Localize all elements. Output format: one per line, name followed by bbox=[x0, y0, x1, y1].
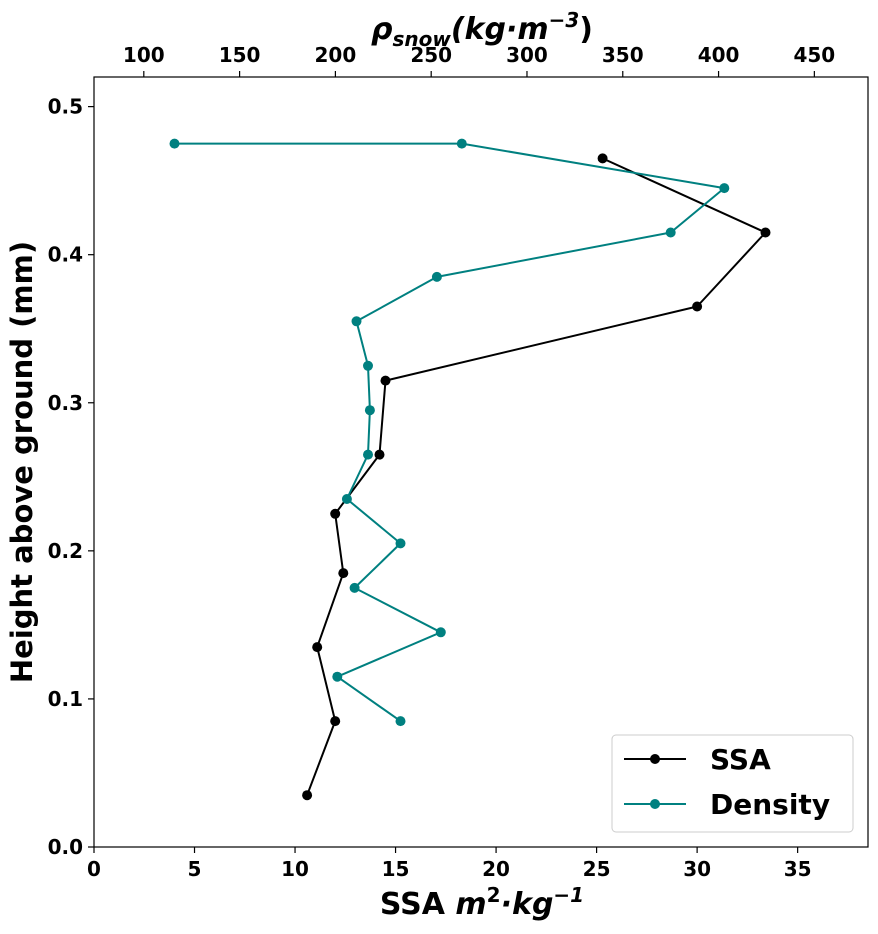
legend: SSA Density bbox=[611, 734, 854, 833]
data-point-density bbox=[341, 494, 352, 504]
y-tick-label: 0.3 bbox=[48, 391, 83, 415]
data-point-density bbox=[719, 183, 730, 194]
data-point-density bbox=[395, 716, 406, 727]
y-tick-label: 0.2 bbox=[48, 539, 83, 563]
x2-tick-label: 150 bbox=[219, 43, 261, 67]
data-point-density bbox=[351, 316, 362, 327]
x2-tick-label: 100 bbox=[123, 43, 165, 67]
y-tick-label: 0.1 bbox=[48, 687, 83, 711]
data-point-density bbox=[665, 227, 676, 238]
x-tick-label: 25 bbox=[583, 857, 611, 881]
y-tick-label: 0.4 bbox=[48, 243, 83, 267]
y-axis-title: Height above ground (mm) bbox=[5, 241, 39, 683]
series-line-ssa bbox=[306, 157, 767, 796]
series-layer bbox=[169, 138, 771, 801]
legend-marker-ssa bbox=[650, 754, 660, 764]
y-tick-label: 0.5 bbox=[48, 95, 83, 119]
data-point-density bbox=[332, 671, 343, 682]
x-axis-title: SSA m2·kg−1 bbox=[380, 883, 584, 922]
x2-tick-label: 450 bbox=[793, 43, 835, 67]
legend-label-ssa: SSA bbox=[710, 743, 771, 776]
x-tick-label: 15 bbox=[382, 857, 410, 881]
data-point-density bbox=[431, 271, 442, 282]
x2-tick-label: 200 bbox=[315, 43, 357, 67]
data-point-density bbox=[395, 538, 406, 549]
bottom-axis-ticks: 0 5 10 15 20 25 30 35 bbox=[87, 847, 812, 881]
x-tick-label: 35 bbox=[784, 857, 812, 881]
data-point-density bbox=[364, 405, 375, 416]
data-point-ssa bbox=[374, 449, 385, 460]
data-point-density bbox=[349, 582, 360, 593]
x2-tick-label: 250 bbox=[410, 43, 452, 67]
data-point-ssa bbox=[597, 153, 608, 164]
y-tick-label: 0.0 bbox=[48, 835, 83, 859]
legend-marker-density bbox=[650, 799, 660, 809]
x-tick-label: 5 bbox=[188, 857, 202, 881]
x2-tick-label: 300 bbox=[506, 43, 548, 67]
x-tick-label: 30 bbox=[683, 857, 711, 881]
data-point-ssa bbox=[760, 227, 771, 238]
legend-label-density: Density bbox=[710, 788, 830, 821]
data-point-ssa bbox=[338, 568, 349, 579]
data-point-ssa bbox=[692, 301, 703, 312]
data-point-ssa bbox=[312, 642, 323, 653]
data-point-ssa bbox=[302, 790, 313, 801]
data-point-density bbox=[435, 627, 446, 638]
top-axis-ticks: 100 150 200 250 300 350 400 450 bbox=[123, 43, 835, 77]
data-point-ssa bbox=[330, 508, 341, 519]
data-point-density bbox=[363, 449, 373, 460]
left-axis-ticks: 0.0 0.1 0.2 0.3 0.4 0.5 bbox=[48, 95, 94, 859]
x-tick-label: 10 bbox=[281, 857, 309, 881]
x-tick-label: 0 bbox=[87, 857, 101, 881]
data-point-ssa bbox=[380, 375, 391, 386]
x2-axis-title: ρsnow(kg·m−3) bbox=[371, 8, 593, 51]
plot-area bbox=[93, 76, 869, 848]
x2-tick-label: 400 bbox=[698, 43, 740, 67]
x-tick-label: 20 bbox=[482, 857, 510, 881]
data-point-density bbox=[456, 138, 467, 149]
data-point-density bbox=[169, 138, 180, 149]
x2-tick-label: 350 bbox=[602, 43, 644, 67]
data-point-density bbox=[363, 360, 373, 371]
data-point-ssa bbox=[330, 716, 341, 727]
